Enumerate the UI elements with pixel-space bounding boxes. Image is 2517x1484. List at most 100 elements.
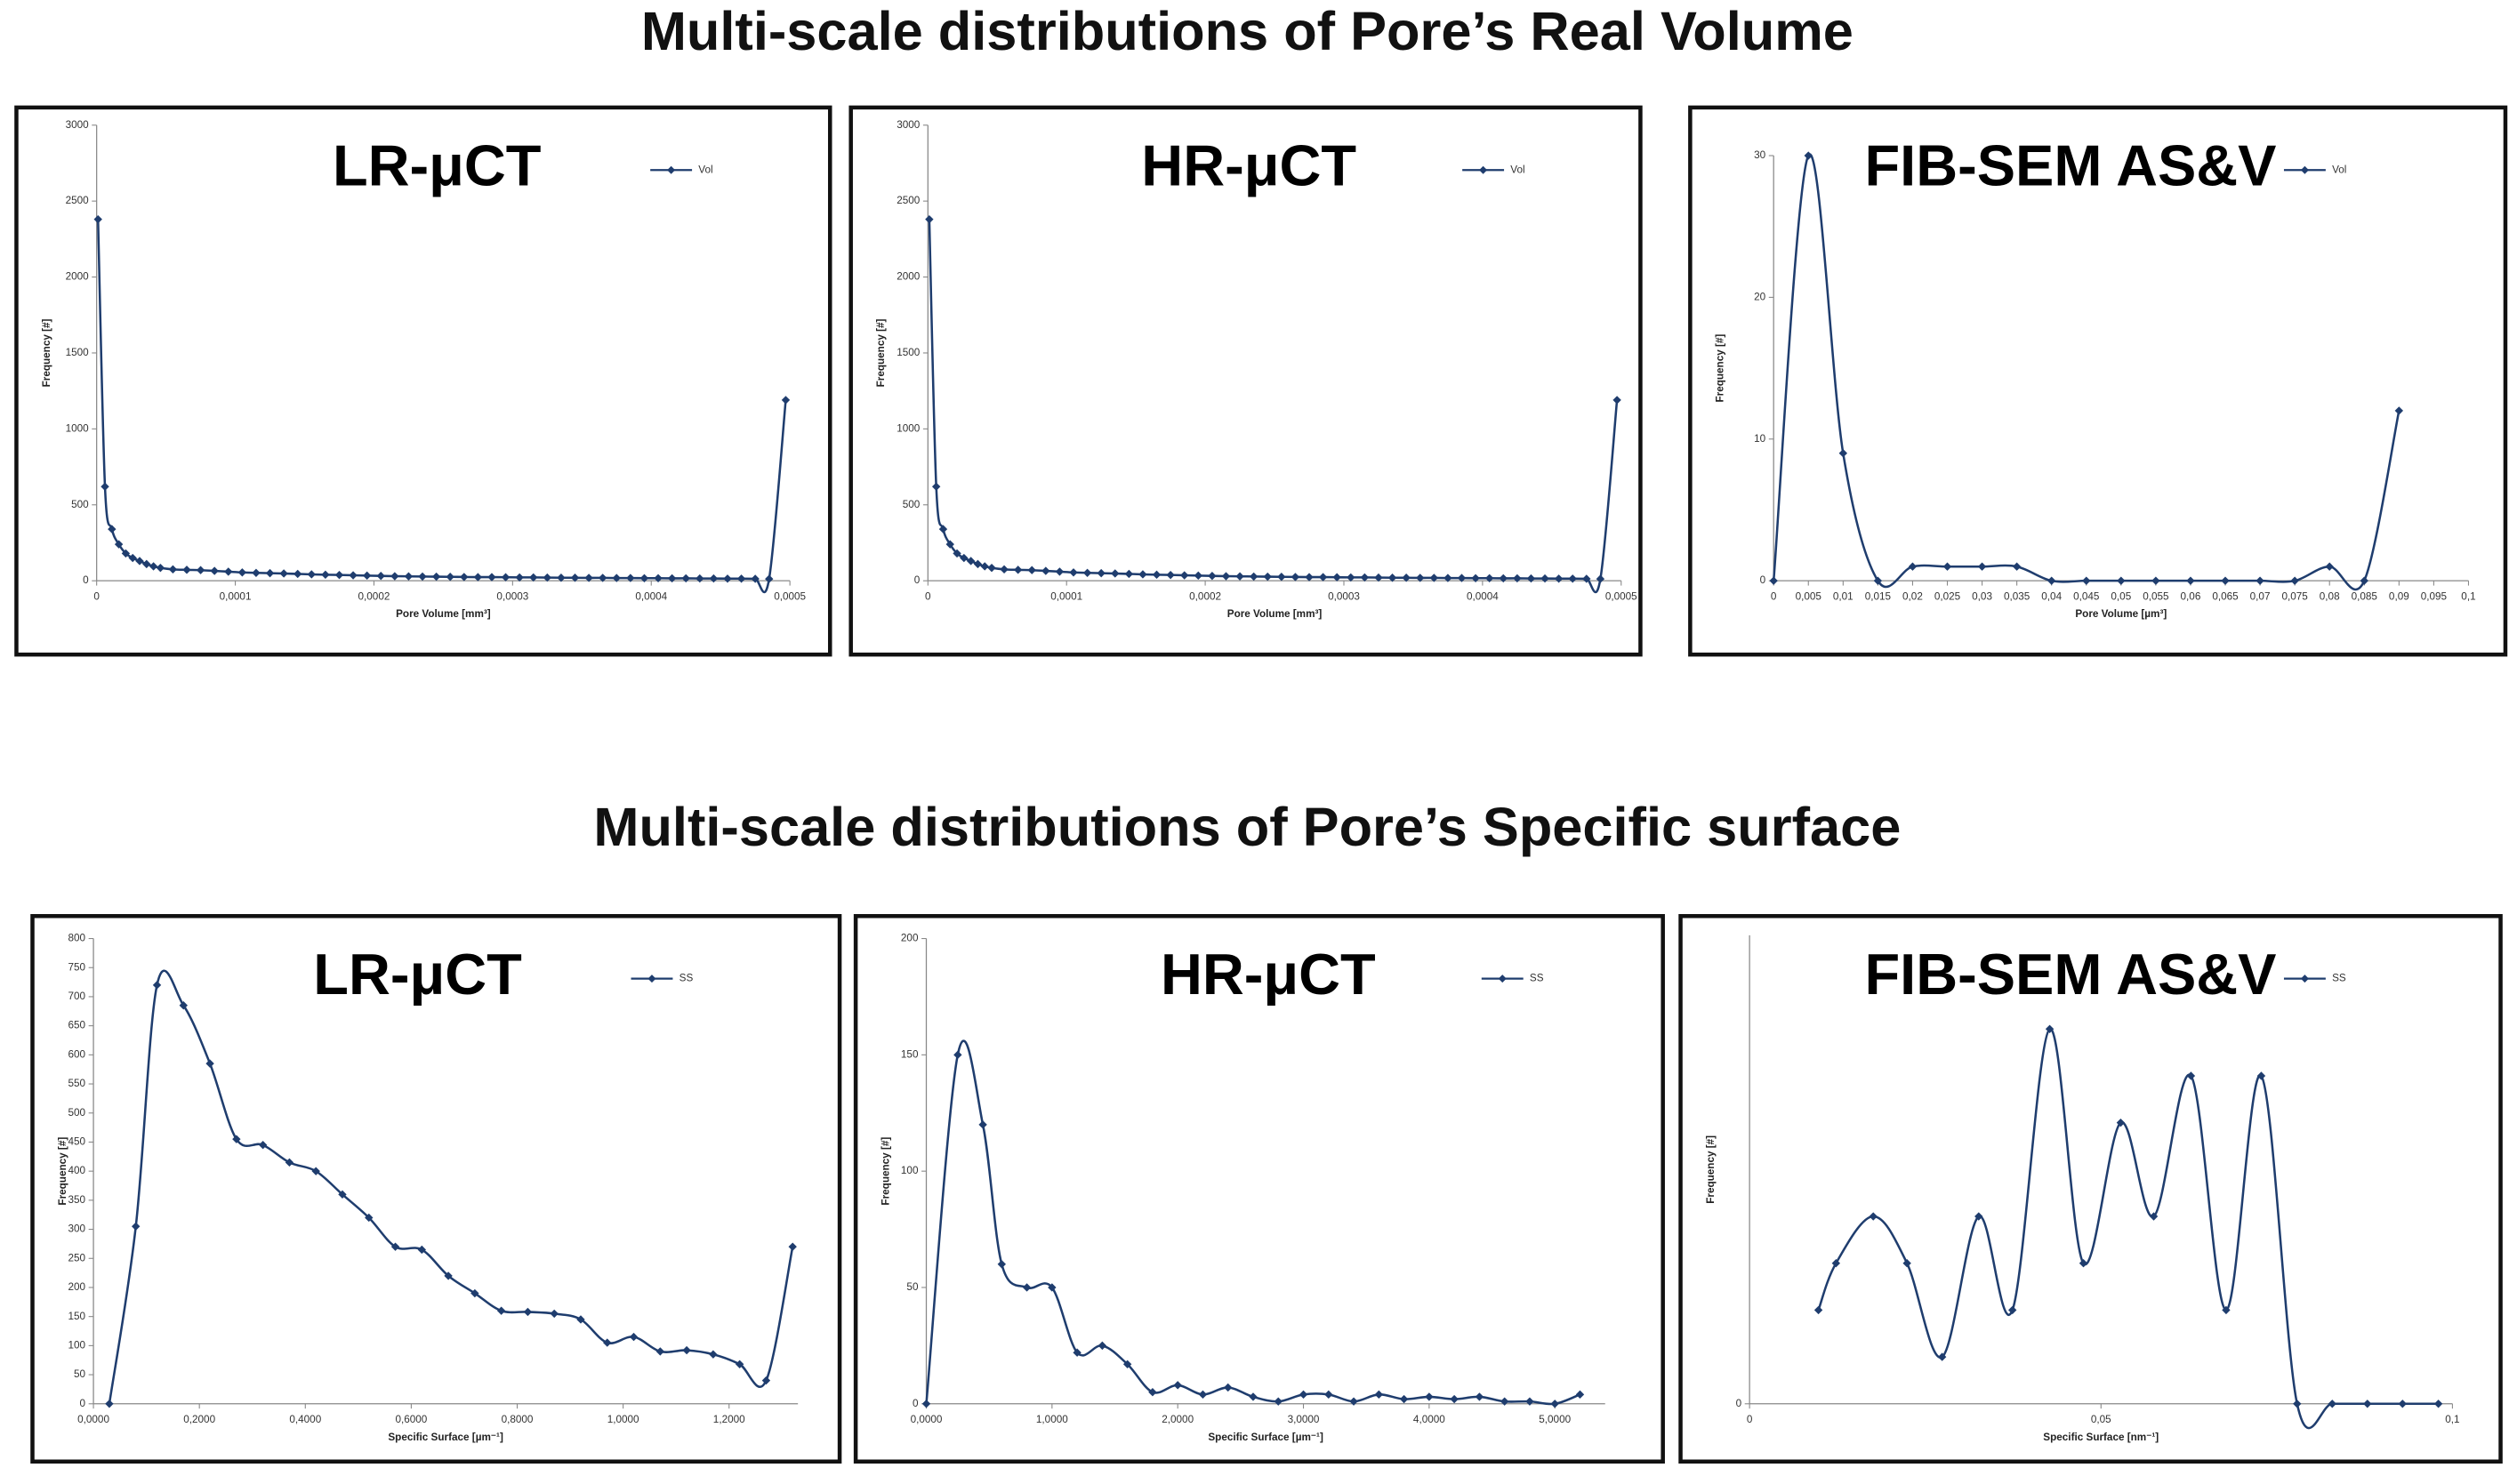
data-point (1942, 562, 1952, 571)
data-point (997, 1260, 1006, 1269)
data-point (529, 573, 538, 582)
data-point (1166, 570, 1175, 580)
data-point (2290, 576, 2299, 585)
y-tick-label: 0 (1736, 1398, 1742, 1409)
data-point (1402, 574, 1411, 582)
x-tick-label: 0,0004 (635, 590, 667, 602)
y-tick-label: 3000 (66, 119, 90, 131)
y-axis-label: Frequency [#] (41, 318, 52, 387)
data-point (751, 574, 760, 583)
x-tick-label: 0,04 (2041, 590, 2062, 602)
data-point (925, 214, 934, 224)
data-point (938, 525, 948, 533)
data-point (667, 574, 677, 583)
data-point (444, 1271, 453, 1280)
data-point (365, 1213, 374, 1223)
y-axis-label: Frequency [#] (1705, 1135, 1717, 1204)
x-tick-label: 0,0000 (77, 1414, 109, 1425)
x-tick-label: 1,0000 (607, 1414, 639, 1425)
data-point (639, 574, 649, 582)
y-tick-label: 100 (901, 1165, 919, 1176)
chart-title: HR-μCT (1161, 942, 1376, 1007)
x-tick-label: 0,075 (2281, 590, 2308, 602)
y-tick-label: 750 (68, 961, 85, 973)
y-tick-label: 2000 (66, 271, 90, 283)
data-point (101, 482, 109, 491)
data-point (2360, 576, 2368, 585)
chart-title: LR-μCT (333, 132, 541, 197)
x-tick-label: 0,015 (1865, 590, 1892, 602)
y-tick-label: 500 (903, 499, 921, 510)
y-tick-label: 30 (1754, 149, 1766, 161)
data-point (570, 574, 580, 582)
data-point (93, 214, 102, 224)
data-point (1450, 1394, 1459, 1404)
y-tick-label: 500 (68, 1107, 85, 1119)
y-tick-label: 100 (68, 1339, 85, 1351)
data-point (265, 568, 275, 578)
data-point (2117, 576, 2126, 585)
data-point (307, 570, 316, 579)
data-point (1374, 1390, 1384, 1400)
x-tick-label: 0,045 (2073, 590, 2100, 602)
data-point (1000, 565, 1009, 574)
data-point (1138, 570, 1147, 579)
data-point (626, 574, 635, 582)
data-point (2045, 1024, 2055, 1033)
y-tick-label: 800 (68, 933, 85, 944)
x-tick-label: 0,095 (2421, 590, 2448, 602)
data-point (2256, 576, 2264, 585)
data-point (682, 1345, 691, 1355)
data-point (1974, 1212, 1983, 1221)
data-point (2363, 1400, 2372, 1408)
chart-title: FIB-SEM AS&V (1864, 132, 2276, 197)
y-axis-label: Frequency [#] (880, 1137, 891, 1206)
data-point (404, 572, 414, 581)
x-tick-label: 0,025 (1934, 590, 1961, 602)
data-point (1582, 574, 1591, 583)
panel-frame (853, 914, 1665, 1464)
x-tick-label: 0,0003 (496, 590, 528, 602)
data-point (121, 549, 131, 558)
data-point (1769, 576, 1778, 585)
x-axis-label: Specific Surface [µm⁻¹] (1208, 1432, 1323, 1443)
section-title: Multi-scale distributions of Pore’s Real… (641, 0, 1854, 61)
legend-label: Vol (1510, 164, 1524, 175)
data-point (1224, 1383, 1233, 1392)
x-tick-label: 0,0001 (220, 590, 252, 602)
data-point (973, 559, 983, 569)
data-point (473, 573, 483, 582)
data-point (1048, 1283, 1057, 1292)
x-tick-label: 5,0000 (1539, 1414, 1571, 1425)
data-point (1902, 1259, 1911, 1268)
y-tick-label: 50 (74, 1368, 86, 1380)
y-tick-label: 250 (68, 1252, 85, 1263)
data-point (156, 563, 165, 573)
legend-label: Vol (698, 164, 712, 175)
y-tick-label: 350 (68, 1194, 85, 1206)
y-axis-label: Frequency [#] (57, 1137, 68, 1206)
data-point (114, 540, 124, 549)
data-point (1908, 562, 1918, 571)
x-tick-label: 0 (1747, 1414, 1753, 1425)
data-point (501, 573, 511, 582)
data-point (709, 1350, 718, 1359)
y-tick-label: 200 (68, 1281, 85, 1293)
y-tick-label: 0 (83, 574, 89, 586)
data-point (460, 573, 469, 582)
y-tick-label: 3000 (897, 119, 921, 131)
x-tick-label: 0,1 (2445, 1414, 2459, 1425)
y-tick-label: 1500 (897, 347, 921, 358)
data-point (390, 572, 399, 581)
data-point (237, 568, 247, 577)
x-tick-label: 0 (925, 590, 931, 602)
data-point (2256, 1071, 2266, 1080)
x-tick-label: 0,0002 (1189, 590, 1221, 602)
data-point (1124, 569, 1134, 579)
data-point (135, 557, 144, 566)
data-point (279, 569, 288, 578)
x-tick-label: 4,0000 (1413, 1414, 1445, 1425)
data-point (2398, 1400, 2407, 1408)
x-axis-label: Pore Volume [mm³] (396, 608, 491, 620)
y-axis-label: Frequency [#] (1715, 334, 1726, 403)
